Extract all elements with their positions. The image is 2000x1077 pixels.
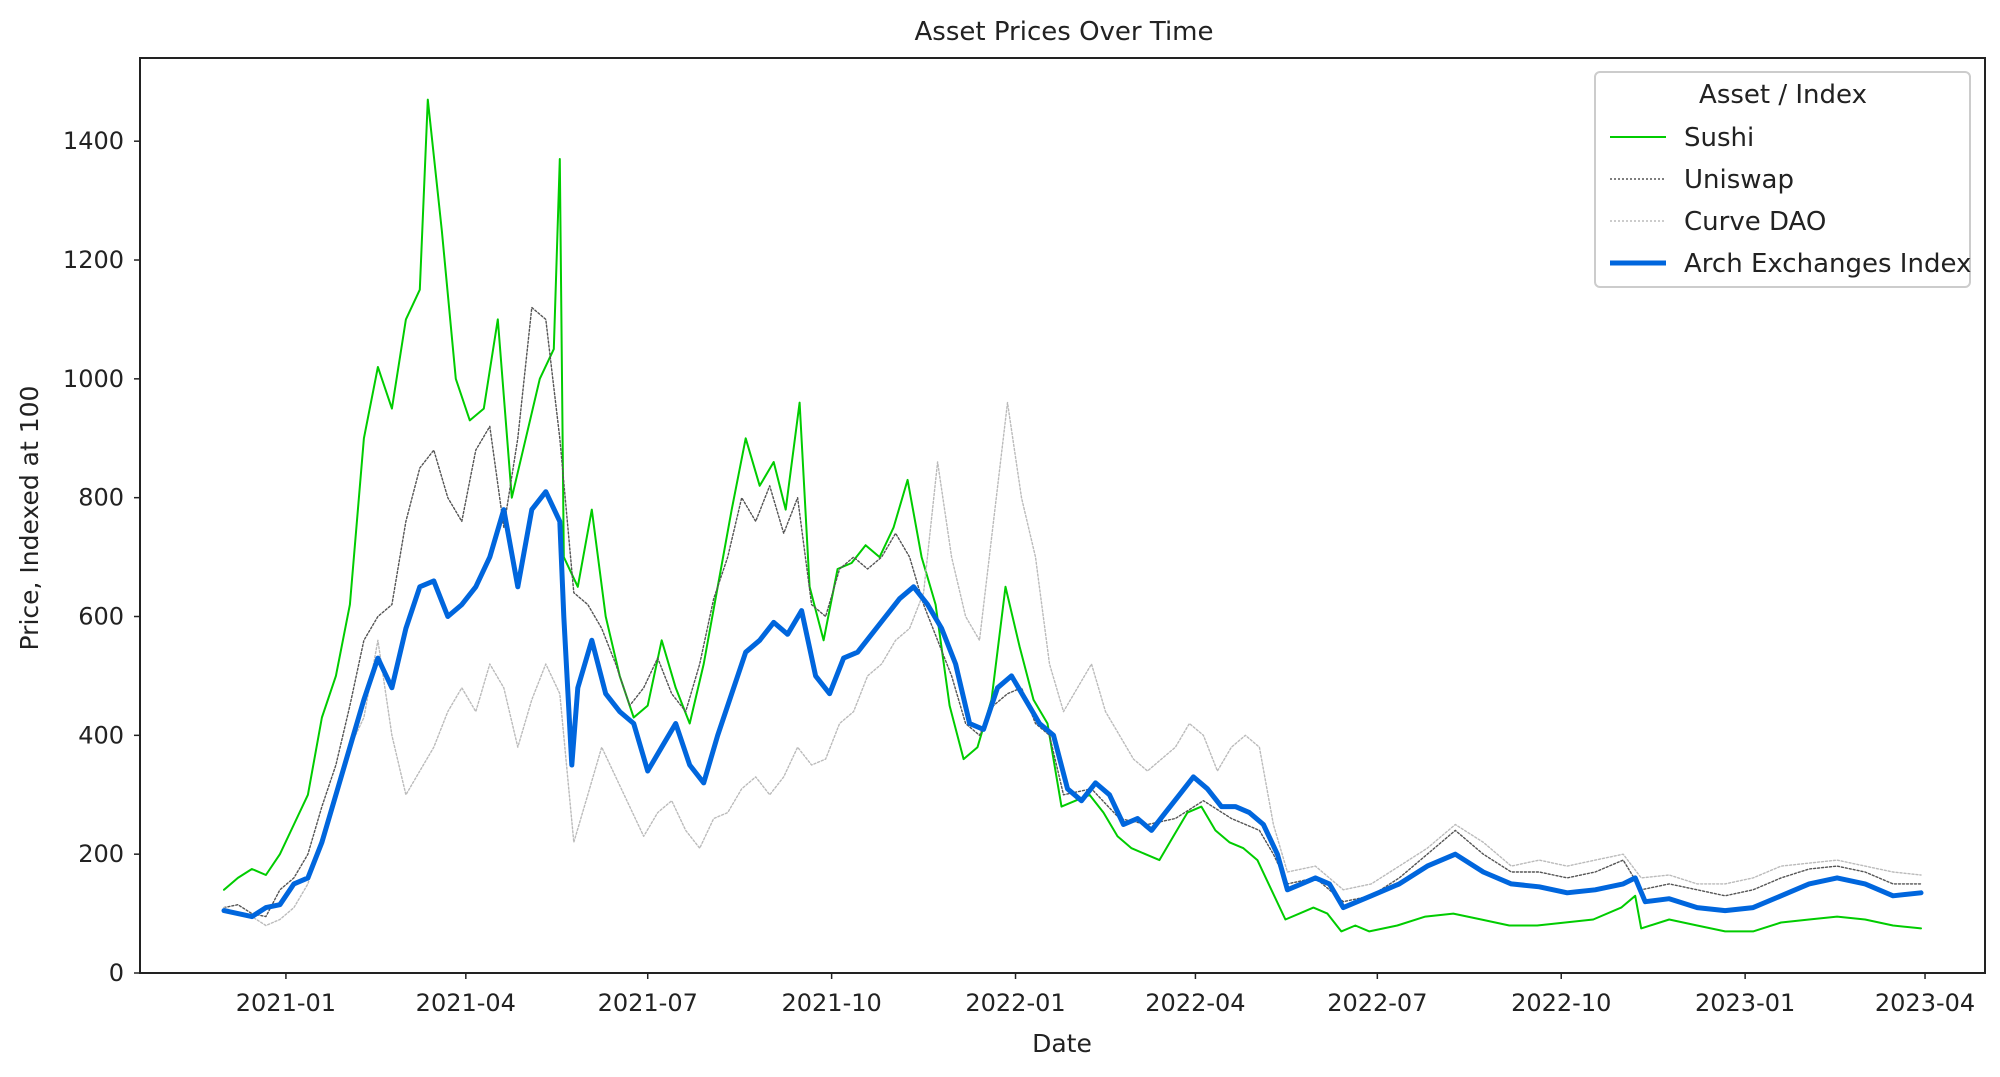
chart-title: Asset Prices Over Time: [915, 17, 1214, 47]
y-tick-label: 1000: [63, 365, 124, 393]
x-tick-label: 2022-01: [965, 989, 1065, 1017]
series-line-arch-exchanges-index: [221, 489, 1924, 920]
legend-label-arch-exchanges-index: Arch Exchanges Index: [1684, 249, 1971, 279]
y-tick-label: 600: [78, 603, 124, 631]
y-tick-label: 1200: [63, 246, 124, 274]
legend-items: Sushi Uniswap Curve DAO Arch Exchanges Inde…: [1610, 123, 1971, 279]
x-tick-label: 2022-04: [1145, 989, 1245, 1017]
x-tick-label: 2023-04: [1875, 989, 1975, 1017]
x-tick-label: 2021-01: [236, 989, 336, 1017]
series-line-uniswap: [223, 306, 1922, 918]
series-line-curve-dao: [223, 401, 1922, 927]
legend-label-curve-dao: Curve DAO: [1684, 207, 1826, 237]
y-tick-label: 0: [109, 959, 124, 987]
y-tick-label: 200: [78, 840, 124, 868]
series-layer: [221, 98, 1924, 933]
legend-title: Asset / Index: [1699, 80, 1867, 110]
x-tick-label: 2022-07: [1327, 989, 1427, 1017]
legend-label-sushi: Sushi: [1684, 123, 1754, 153]
x-axis-title: Date: [1032, 1029, 1092, 1058]
legend-label-uniswap: Uniswap: [1684, 165, 1794, 195]
x-tick-label: 2023-01: [1695, 989, 1795, 1017]
x-axis: 2021-01 2021-04 2021-07 2021-10 2022-01 2022-…: [236, 973, 1975, 1017]
legend-frame: [1594, 71, 1971, 288]
x-tick-label: 2022-10: [1511, 989, 1611, 1017]
y-axis-title: Price, Indexed at 100: [15, 386, 44, 651]
x-tick-label: 2021-10: [781, 989, 881, 1017]
x-tick-label: 2021-04: [416, 989, 516, 1017]
y-axis: 0 200 400 600 800 1000 1200 1400: [63, 127, 140, 987]
y-tick-label: 800: [78, 484, 124, 512]
legend: Asset / Index Sushi Uniswap Curve DAO Arch …: [1594, 71, 1971, 288]
y-tick-label: 400: [78, 721, 124, 749]
x-tick-label: 2021-07: [598, 989, 698, 1017]
y-tick-label: 1400: [63, 127, 124, 155]
series-line-sushi: [223, 98, 1922, 933]
